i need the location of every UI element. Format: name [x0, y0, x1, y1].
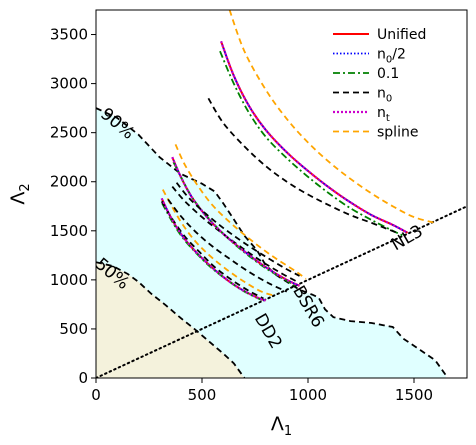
- series-nl3-0-1: [219, 50, 404, 237]
- series-layer: [160, 10, 436, 302]
- y-tick-label: 0: [78, 369, 88, 387]
- y-axis-label-sub: 2: [18, 183, 33, 191]
- legend-label-unified: Unified: [377, 27, 426, 43]
- legend-label-spline: spline: [377, 125, 418, 141]
- series-bsr6-spline: [174, 144, 307, 280]
- region-50-fill: [96, 262, 245, 378]
- series-nl3-n0: [207, 97, 398, 234]
- x-tick-label: 500: [188, 386, 217, 404]
- y-tick-label: 3000: [50, 75, 88, 93]
- y-tick-label: 2000: [50, 173, 88, 191]
- y-tick-label: 1500: [50, 222, 88, 240]
- series-dd2-nt: [160, 197, 266, 302]
- x-axis-label: Λ1: [271, 413, 292, 439]
- x-tick-label: 1000: [289, 386, 327, 404]
- series-nl3-nt: [220, 41, 409, 234]
- ticks-layer: 0 500 1000 1500 0 500 1000 1500 2000 2500 3000 3500: [50, 26, 433, 404]
- y-tick-label: 1000: [50, 271, 88, 289]
- series-mid-n0-a: [167, 198, 288, 293]
- x-axis-label-sub: 1: [284, 424, 292, 439]
- legend-label-n0-2: n0/2: [377, 47, 406, 66]
- series-nl3-spline: [228, 10, 436, 224]
- x-tick-label: 0: [91, 386, 101, 404]
- legend-label-nt: nt: [377, 105, 390, 124]
- legend-label-n0: n0: [377, 86, 392, 105]
- y-tick-label: 3500: [50, 26, 88, 44]
- x-tick-label: 1500: [395, 386, 433, 404]
- series-mid-n0-b: [175, 182, 300, 277]
- x-axis-label-base: Λ: [271, 413, 284, 435]
- y-axis-label: Λ2: [7, 183, 33, 204]
- plot-frame: [95, 9, 468, 379]
- legend-label-0-1: 0.1: [377, 66, 399, 82]
- y-tick-label: 500: [59, 320, 88, 338]
- series-bsr6-nt: [171, 156, 300, 287]
- equal-lambda-diagonal: [96, 205, 467, 378]
- series-bsr6-n0: [171, 186, 298, 283]
- series-dd2-spline: [162, 189, 275, 297]
- region-50-boundary: [96, 261, 246, 378]
- y-axis-label-base: Λ: [7, 192, 29, 205]
- y-tick-label: 2500: [50, 124, 88, 142]
